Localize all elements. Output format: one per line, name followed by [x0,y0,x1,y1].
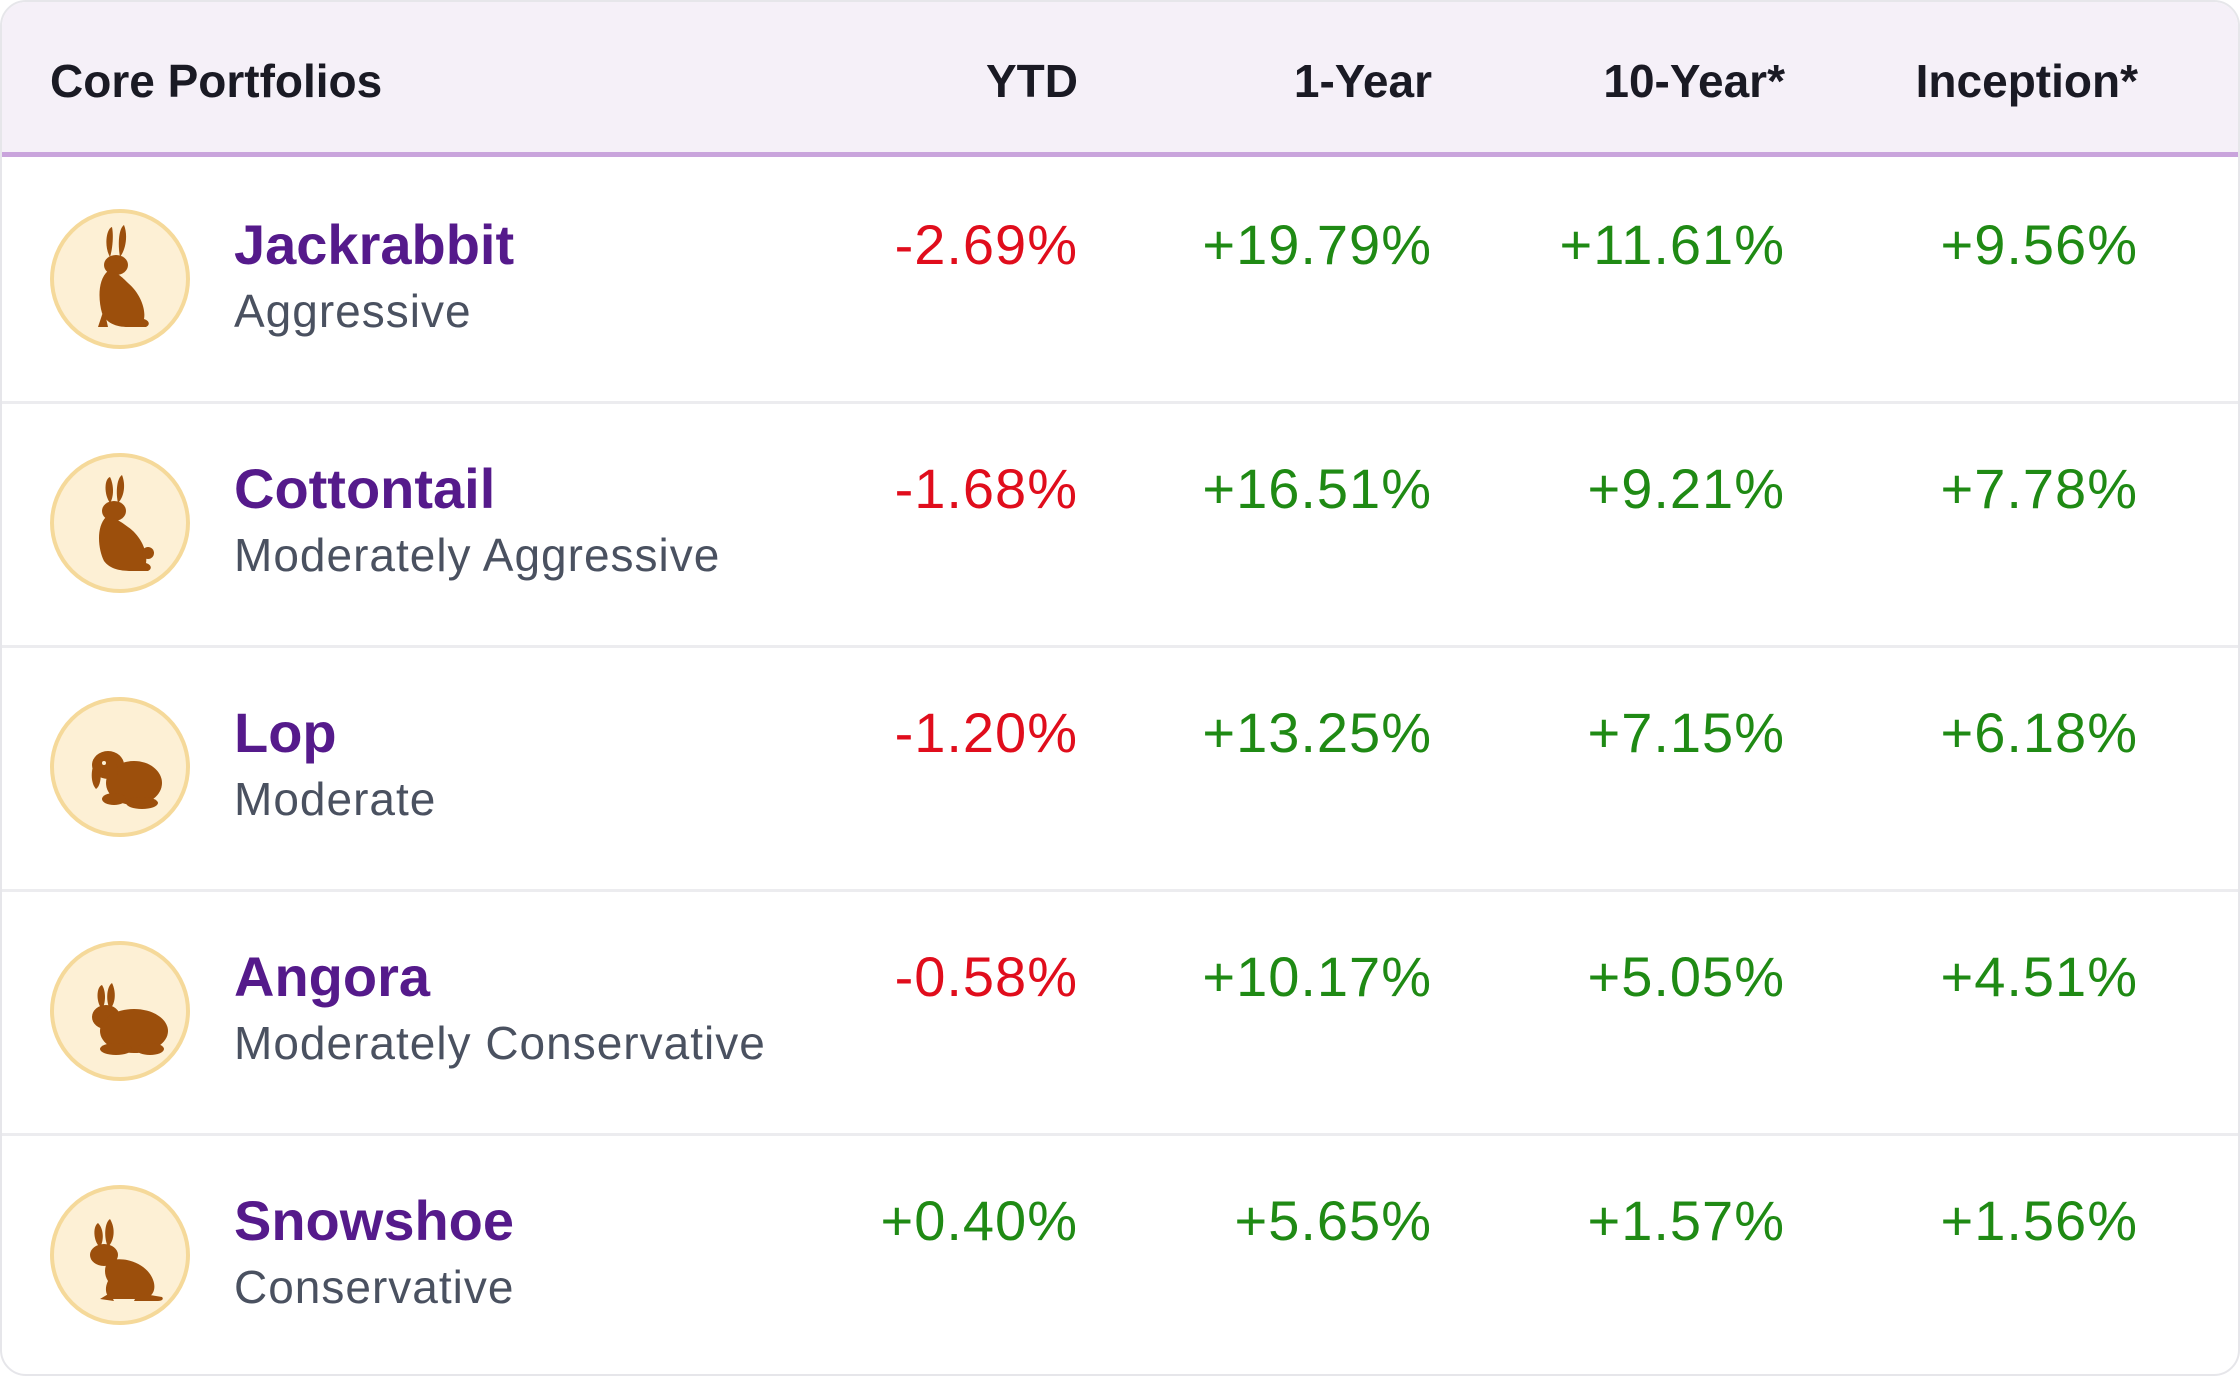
one-year-return: +16.51% [1202,457,1432,520]
table-header: Core Portfolios YTD 1-Year 10-Year* Ince… [2,2,2238,157]
ytd-return: -1.68% [894,457,1078,520]
portfolio-risk-level: Moderately Conservative [234,1017,766,1069]
inception-return: +6.18% [1940,701,2138,764]
ten-year-return: +5.05% [1587,945,1785,1008]
one-year-return: +19.79% [1202,213,1432,276]
ten-year-return: +11.61% [1559,213,1785,276]
ytd-return: -0.58% [894,945,1078,1008]
portfolio-risk-level: Conservative [234,1261,515,1313]
ten-year-return: +1.57% [1587,1189,1785,1252]
portfolio-risk-level: Moderate [234,773,437,825]
table-row-lop[interactable]: Lop Moderate -1.20% +13.25% +7.15% +6.18… [2,648,2238,892]
one-year-return: +10.17% [1202,945,1432,1008]
inception-return: +9.56% [1940,213,2138,276]
snowshoe-hare-icon [50,1185,190,1325]
portfolio-name[interactable]: Jackrabbit [234,213,515,276]
header-10-year: 10-Year* [1603,55,1785,107]
portfolio-name[interactable]: Snowshoe [234,1189,515,1252]
inception-return: +1.56% [1940,1189,2138,1252]
header-core-portfolios: Core Portfolios [50,55,383,107]
table-row-jackrabbit[interactable]: Jackrabbit Aggressive -2.69% +19.79% +11… [2,160,2238,404]
table-row-snowshoe[interactable]: Snowshoe Conservative +0.40% +5.65% +1.5… [2,1136,2238,1374]
lop-rabbit-icon [50,697,190,837]
portfolio-risk-level: Aggressive [234,285,472,337]
ytd-return: -1.20% [894,701,1078,764]
ytd-return: +0.40% [880,1189,1078,1252]
jackrabbit-icon [50,209,190,349]
portfolio-name[interactable]: Lop [234,701,337,764]
header-1-year: 1-Year [1293,55,1432,107]
inception-return: +7.78% [1940,457,2138,520]
portfolio-risk-level: Moderately Aggressive [234,529,721,581]
portfolio-name[interactable]: Angora [234,945,430,1008]
portfolio-name[interactable]: Cottontail [234,457,496,520]
cottontail-icon [50,453,190,593]
header-ytd: YTD [986,55,1078,107]
ytd-return: -2.69% [894,213,1078,276]
ten-year-return: +9.21% [1587,457,1785,520]
inception-return: +4.51% [1940,945,2138,1008]
table-row-cottontail[interactable]: Cottontail Moderately Aggressive -1.68% … [2,404,2238,648]
table-row-angora[interactable]: Angora Moderately Conservative -0.58% +1… [2,892,2238,1136]
one-year-return: +13.25% [1202,701,1432,764]
one-year-return: +5.65% [1234,1189,1432,1252]
header-inception: Inception* [1915,55,2138,107]
angora-rabbit-icon [50,941,190,1081]
ten-year-return: +7.15% [1587,701,1785,764]
